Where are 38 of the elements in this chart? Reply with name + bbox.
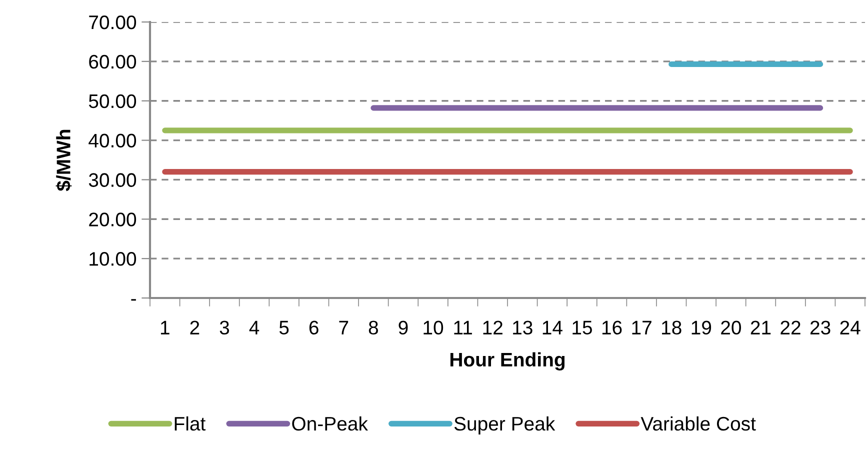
x-tick-label: 7 [339, 320, 348, 334]
x-tick-label: 15 [572, 320, 592, 335]
x-tick-label: 10 [424, 320, 444, 335]
x-tick-label: 2 [190, 320, 200, 334]
x-tick-label: 19 [692, 320, 712, 335]
x-tick-label: 20 [721, 320, 741, 335]
y-tick-label: 10.00 [90, 252, 136, 266]
x-tick-label: 13 [513, 320, 532, 335]
x-tick-label: 23 [810, 320, 830, 335]
legend-label: On-Peak [292, 416, 368, 431]
legend-label: Variable Cost [640, 416, 756, 431]
y-axis-title: $/MWh [56, 130, 72, 192]
x-tick-label: 5 [279, 320, 289, 335]
legend-label: Flat [174, 416, 206, 431]
x-tick-label: 11 [454, 320, 472, 334]
x-tick-label: 9 [398, 320, 408, 335]
y-tick-label: 50.00 [88, 94, 136, 108]
x-tick-label: 4 [249, 320, 260, 334]
y-tick-label: 20.00 [89, 212, 136, 226]
y-tick-label: 40.00 [88, 134, 136, 148]
x-tick-label: 6 [309, 320, 318, 335]
x-axis-title: Hour Ending [450, 352, 565, 370]
legend-label: Super Peak [454, 416, 556, 434]
y-tick-label: 70.00 [89, 15, 136, 30]
x-tick-label: 22 [780, 320, 800, 334]
y-tick-label: 30.00 [88, 173, 136, 187]
x-tick-label: 18 [662, 320, 682, 335]
x-tick-label: 3 [220, 320, 230, 335]
x-tick-label: 17 [632, 320, 652, 334]
y-tick-label: 60.00 [89, 54, 136, 69]
x-tick-label: 21 [750, 320, 771, 334]
y-tick-label: - [131, 299, 136, 301]
x-tick-label: 16 [602, 320, 622, 335]
x-tick-label: 14 [542, 320, 562, 334]
x-tick-label: 8 [368, 320, 378, 335]
x-tick-label: 24 [840, 320, 860, 334]
x-tick-label: 12 [483, 320, 502, 334]
x-tick-label: 1 [160, 320, 170, 334]
